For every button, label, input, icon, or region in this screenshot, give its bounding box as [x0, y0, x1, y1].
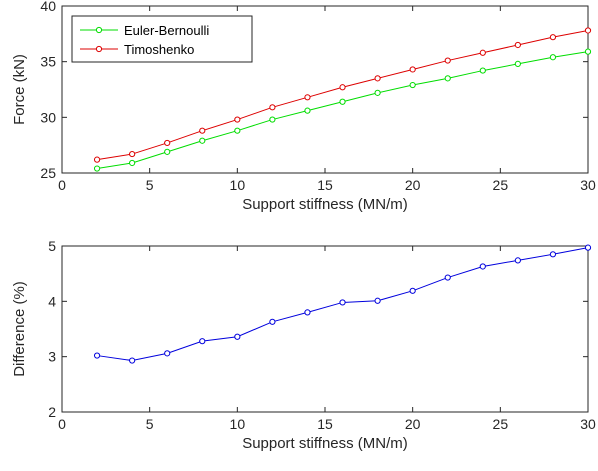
x-tick-label: 20 — [405, 416, 421, 432]
legend: Euler-Bernoulli Timoshenko — [71, 15, 253, 63]
data-point — [514, 60, 521, 67]
y-tick-label: 40 — [40, 0, 56, 14]
data-point — [339, 84, 346, 91]
x-tick-label: 30 — [580, 416, 596, 432]
data-point — [374, 297, 381, 304]
data-point — [199, 338, 206, 345]
y-axis-label: Force (kN) — [11, 54, 28, 125]
y-tick-label: 4 — [48, 293, 56, 309]
x-axis-label: Support stiffness (MN/m) — [242, 196, 408, 213]
data-point — [584, 27, 592, 34]
plot-area-frame — [61, 245, 589, 413]
data-point — [549, 54, 557, 61]
data-point — [164, 148, 171, 155]
y-tick-label: 5 — [48, 238, 56, 254]
series-line-1 — [96, 51, 589, 170]
legend-swatch-marker — [95, 26, 103, 34]
chart-1: 0 5 10 15 20 25 30 25 30 35 40 Support stiffness (M… — [11, 0, 596, 213]
legend-box — [71, 15, 253, 63]
x-tick-label: 5 — [146, 177, 154, 193]
data-point — [164, 350, 171, 357]
data-point — [129, 357, 136, 364]
x-tick-label: 30 — [580, 177, 596, 193]
data-point — [409, 287, 416, 294]
x-tick-label: 0 — [58, 416, 66, 432]
data-point — [444, 57, 451, 64]
data-point — [339, 98, 346, 105]
legend-swatch-marker — [95, 45, 103, 53]
x-tick-label: 10 — [230, 416, 246, 432]
data-point — [549, 251, 557, 258]
x-tick-label: 15 — [317, 177, 333, 193]
data-point — [374, 89, 381, 96]
data-point — [479, 49, 486, 56]
data-point — [234, 127, 241, 134]
chart-2: 0 5 10 15 20 25 30 2 3 4 5 Support stiffness (MN/m)… — [11, 238, 596, 452]
x-tick-label: 25 — [493, 416, 509, 432]
data-point — [514, 257, 521, 264]
y-axis-label: Difference (%) — [11, 281, 28, 377]
data-point — [444, 274, 451, 281]
y-tick-label: 35 — [40, 54, 56, 70]
y-tick-label: 3 — [48, 349, 56, 365]
x-tick-label: 15 — [317, 416, 333, 432]
data-point — [409, 66, 416, 73]
data-point — [479, 263, 486, 270]
data-point — [234, 116, 241, 123]
data-point — [269, 116, 276, 123]
x-tick-label: 25 — [493, 177, 509, 193]
x-tick-label: 20 — [405, 177, 421, 193]
data-point — [129, 159, 136, 167]
data-point — [269, 104, 276, 111]
data-point — [374, 75, 381, 82]
data-point — [339, 299, 346, 306]
data-point — [304, 309, 311, 316]
data-point — [479, 67, 486, 74]
data-point — [444, 75, 451, 82]
data-point — [584, 244, 592, 251]
legend-label: Euler-Bernoulli — [124, 23, 209, 38]
y-tick-label: 2 — [48, 404, 56, 420]
data-point — [234, 333, 241, 340]
data-point — [164, 139, 171, 147]
x-axis-label: Support stiffness (MN/m) — [242, 435, 408, 452]
x-tick-label: 10 — [230, 177, 246, 193]
data-point — [409, 81, 416, 89]
data-point — [129, 150, 136, 158]
data-point — [584, 48, 592, 55]
x-tick-label: 0 — [58, 177, 66, 193]
data-point — [199, 127, 206, 134]
data-point — [93, 165, 101, 172]
data-point — [514, 41, 521, 49]
y-tick-label: 30 — [40, 109, 56, 125]
x-tick-label: 5 — [146, 416, 154, 432]
data-point — [304, 94, 311, 101]
data-point — [93, 352, 101, 359]
y-tick-label: 25 — [40, 165, 56, 181]
data-point — [269, 318, 276, 325]
data-point — [199, 137, 206, 144]
data-point — [93, 156, 101, 163]
legend-label: Timoshenko — [124, 42, 194, 57]
data-point — [304, 107, 311, 114]
data-point — [549, 34, 557, 41]
